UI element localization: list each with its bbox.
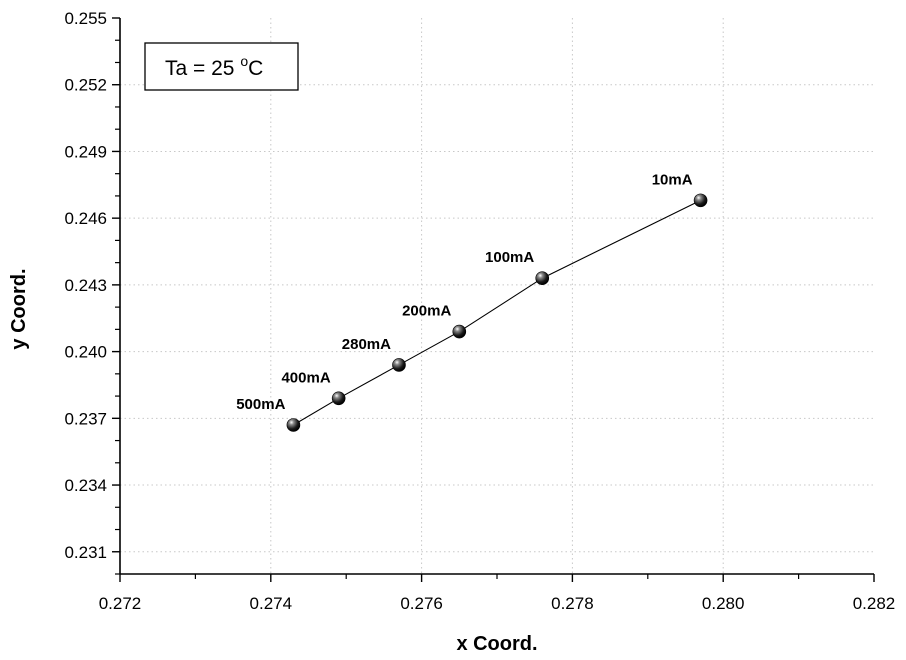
y-tick-label: 0.249 bbox=[64, 142, 107, 161]
x-axis-title: x Coord. bbox=[456, 633, 537, 655]
y-axis-title: y Coord. bbox=[8, 268, 30, 349]
y-tick-label: 0.231 bbox=[64, 543, 107, 562]
data-point-label: 100mA bbox=[485, 249, 534, 266]
x-tick-label: 0.274 bbox=[250, 594, 293, 613]
y-tick-label: 0.252 bbox=[64, 76, 107, 95]
data-point bbox=[535, 271, 550, 286]
axes bbox=[119, 18, 874, 575]
data-point-label: 10mA bbox=[652, 171, 693, 188]
grid-lines bbox=[120, 18, 874, 574]
y-tick-label: 0.234 bbox=[64, 476, 107, 495]
data-point-label: 280mA bbox=[342, 336, 391, 353]
x-tick-label: 0.276 bbox=[400, 594, 443, 613]
legend-frame bbox=[144, 42, 299, 91]
data-point bbox=[331, 391, 346, 406]
data-point bbox=[452, 324, 467, 339]
x-tick-label: 0.282 bbox=[853, 594, 896, 613]
data-point-label: 400mA bbox=[281, 369, 330, 386]
data-points bbox=[286, 193, 708, 432]
y-tick-label: 0.240 bbox=[64, 343, 107, 362]
x-tick-label: 0.278 bbox=[551, 594, 594, 613]
series-line bbox=[293, 199, 701, 426]
legend-box: Ta = 25 oC bbox=[144, 42, 299, 91]
x-tick-label: 0.272 bbox=[99, 594, 142, 613]
ticks: 0.272 0.274 0.276 0.278 0.280 0.282 0.231 0.234… bbox=[64, 9, 895, 613]
y-tick-label: 0.243 bbox=[64, 276, 107, 295]
point-labels: 500mA 400mA 280mA 200mA 100mA 10mA bbox=[236, 171, 693, 413]
y-tick-label: 0.237 bbox=[64, 409, 107, 428]
data-point-label: 200mA bbox=[402, 303, 451, 320]
series-path bbox=[293, 199, 701, 426]
data-point bbox=[392, 358, 406, 372]
y-tick-label: 0.255 bbox=[64, 9, 107, 28]
data-point bbox=[693, 193, 708, 208]
y-tick-label: 0.246 bbox=[64, 209, 107, 228]
data-point bbox=[286, 418, 301, 432]
data-point-label: 500mA bbox=[236, 396, 285, 413]
legend-text: Ta = 25 oC bbox=[165, 53, 263, 80]
x-tick-label: 0.280 bbox=[702, 594, 745, 613]
